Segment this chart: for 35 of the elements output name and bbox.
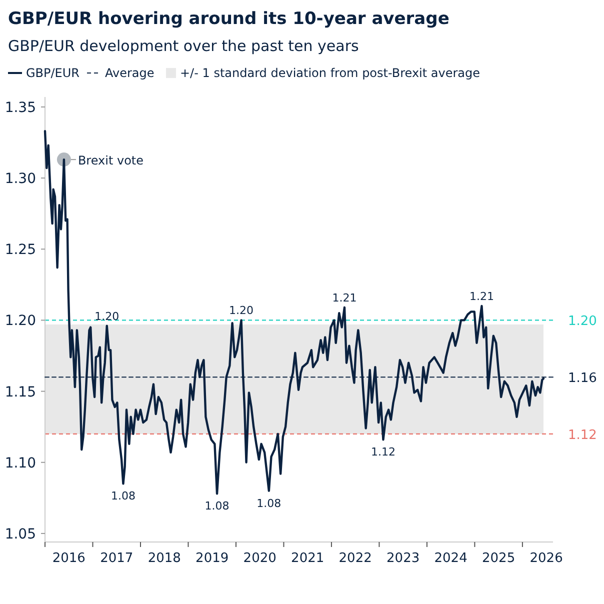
annotation: 1.08 [110, 490, 136, 503]
x-tick-label: 2024 [434, 551, 468, 566]
x-tick-label: 2025 [482, 551, 516, 566]
annotation: 1.16 [568, 371, 597, 386]
annotation: 1.12 [370, 446, 396, 459]
legend-label: +/- 1 standard deviation from post-Brexit average [180, 66, 480, 80]
annotation: 1.08 [256, 496, 282, 510]
y-tick-label: 1.05 [4, 526, 36, 542]
x-tick-label: 2019 [196, 551, 229, 566]
annotation: Brexit vote [78, 154, 144, 168]
x-tick-label: 2020 [243, 551, 276, 566]
annotation: 1.20 [229, 304, 254, 318]
y-tick-label: 1.25 [4, 242, 36, 258]
y-tick-label: 1.20 [4, 313, 36, 330]
legend-label: GBP/EUR [26, 66, 80, 80]
annotation: 1.21 [332, 291, 357, 304]
x-tick-label: 2022 [338, 551, 372, 566]
x-tick-label: 2017 [100, 551, 134, 566]
x-tick-label: 2016 [52, 551, 86, 566]
chart-subtitle: GBP/EUR development over the past ten years [8, 37, 360, 55]
annotation: 1.20 [94, 310, 120, 323]
x-tick-label: 2026 [530, 551, 563, 566]
y-tick-label: 1.30 [4, 171, 36, 188]
y-tick-label: 1.15 [4, 384, 36, 400]
y-tick-label: 1.35 [4, 100, 36, 116]
annotation: 1.21 [469, 290, 494, 303]
x-tick-label: 2018 [148, 551, 181, 566]
chart-title: GBP/EUR hovering around its 10-year average [8, 9, 450, 29]
y-tick-label: 1.10 [4, 455, 36, 472]
x-tick-label: 2023 [386, 551, 420, 566]
annotation: 1.08 [204, 500, 230, 513]
ref-line-label: 1.12 [568, 428, 597, 443]
ref-line-label: 1.20 [568, 314, 597, 330]
legend-label: Average [105, 66, 154, 80]
x-tick-label: 2021 [291, 551, 324, 566]
